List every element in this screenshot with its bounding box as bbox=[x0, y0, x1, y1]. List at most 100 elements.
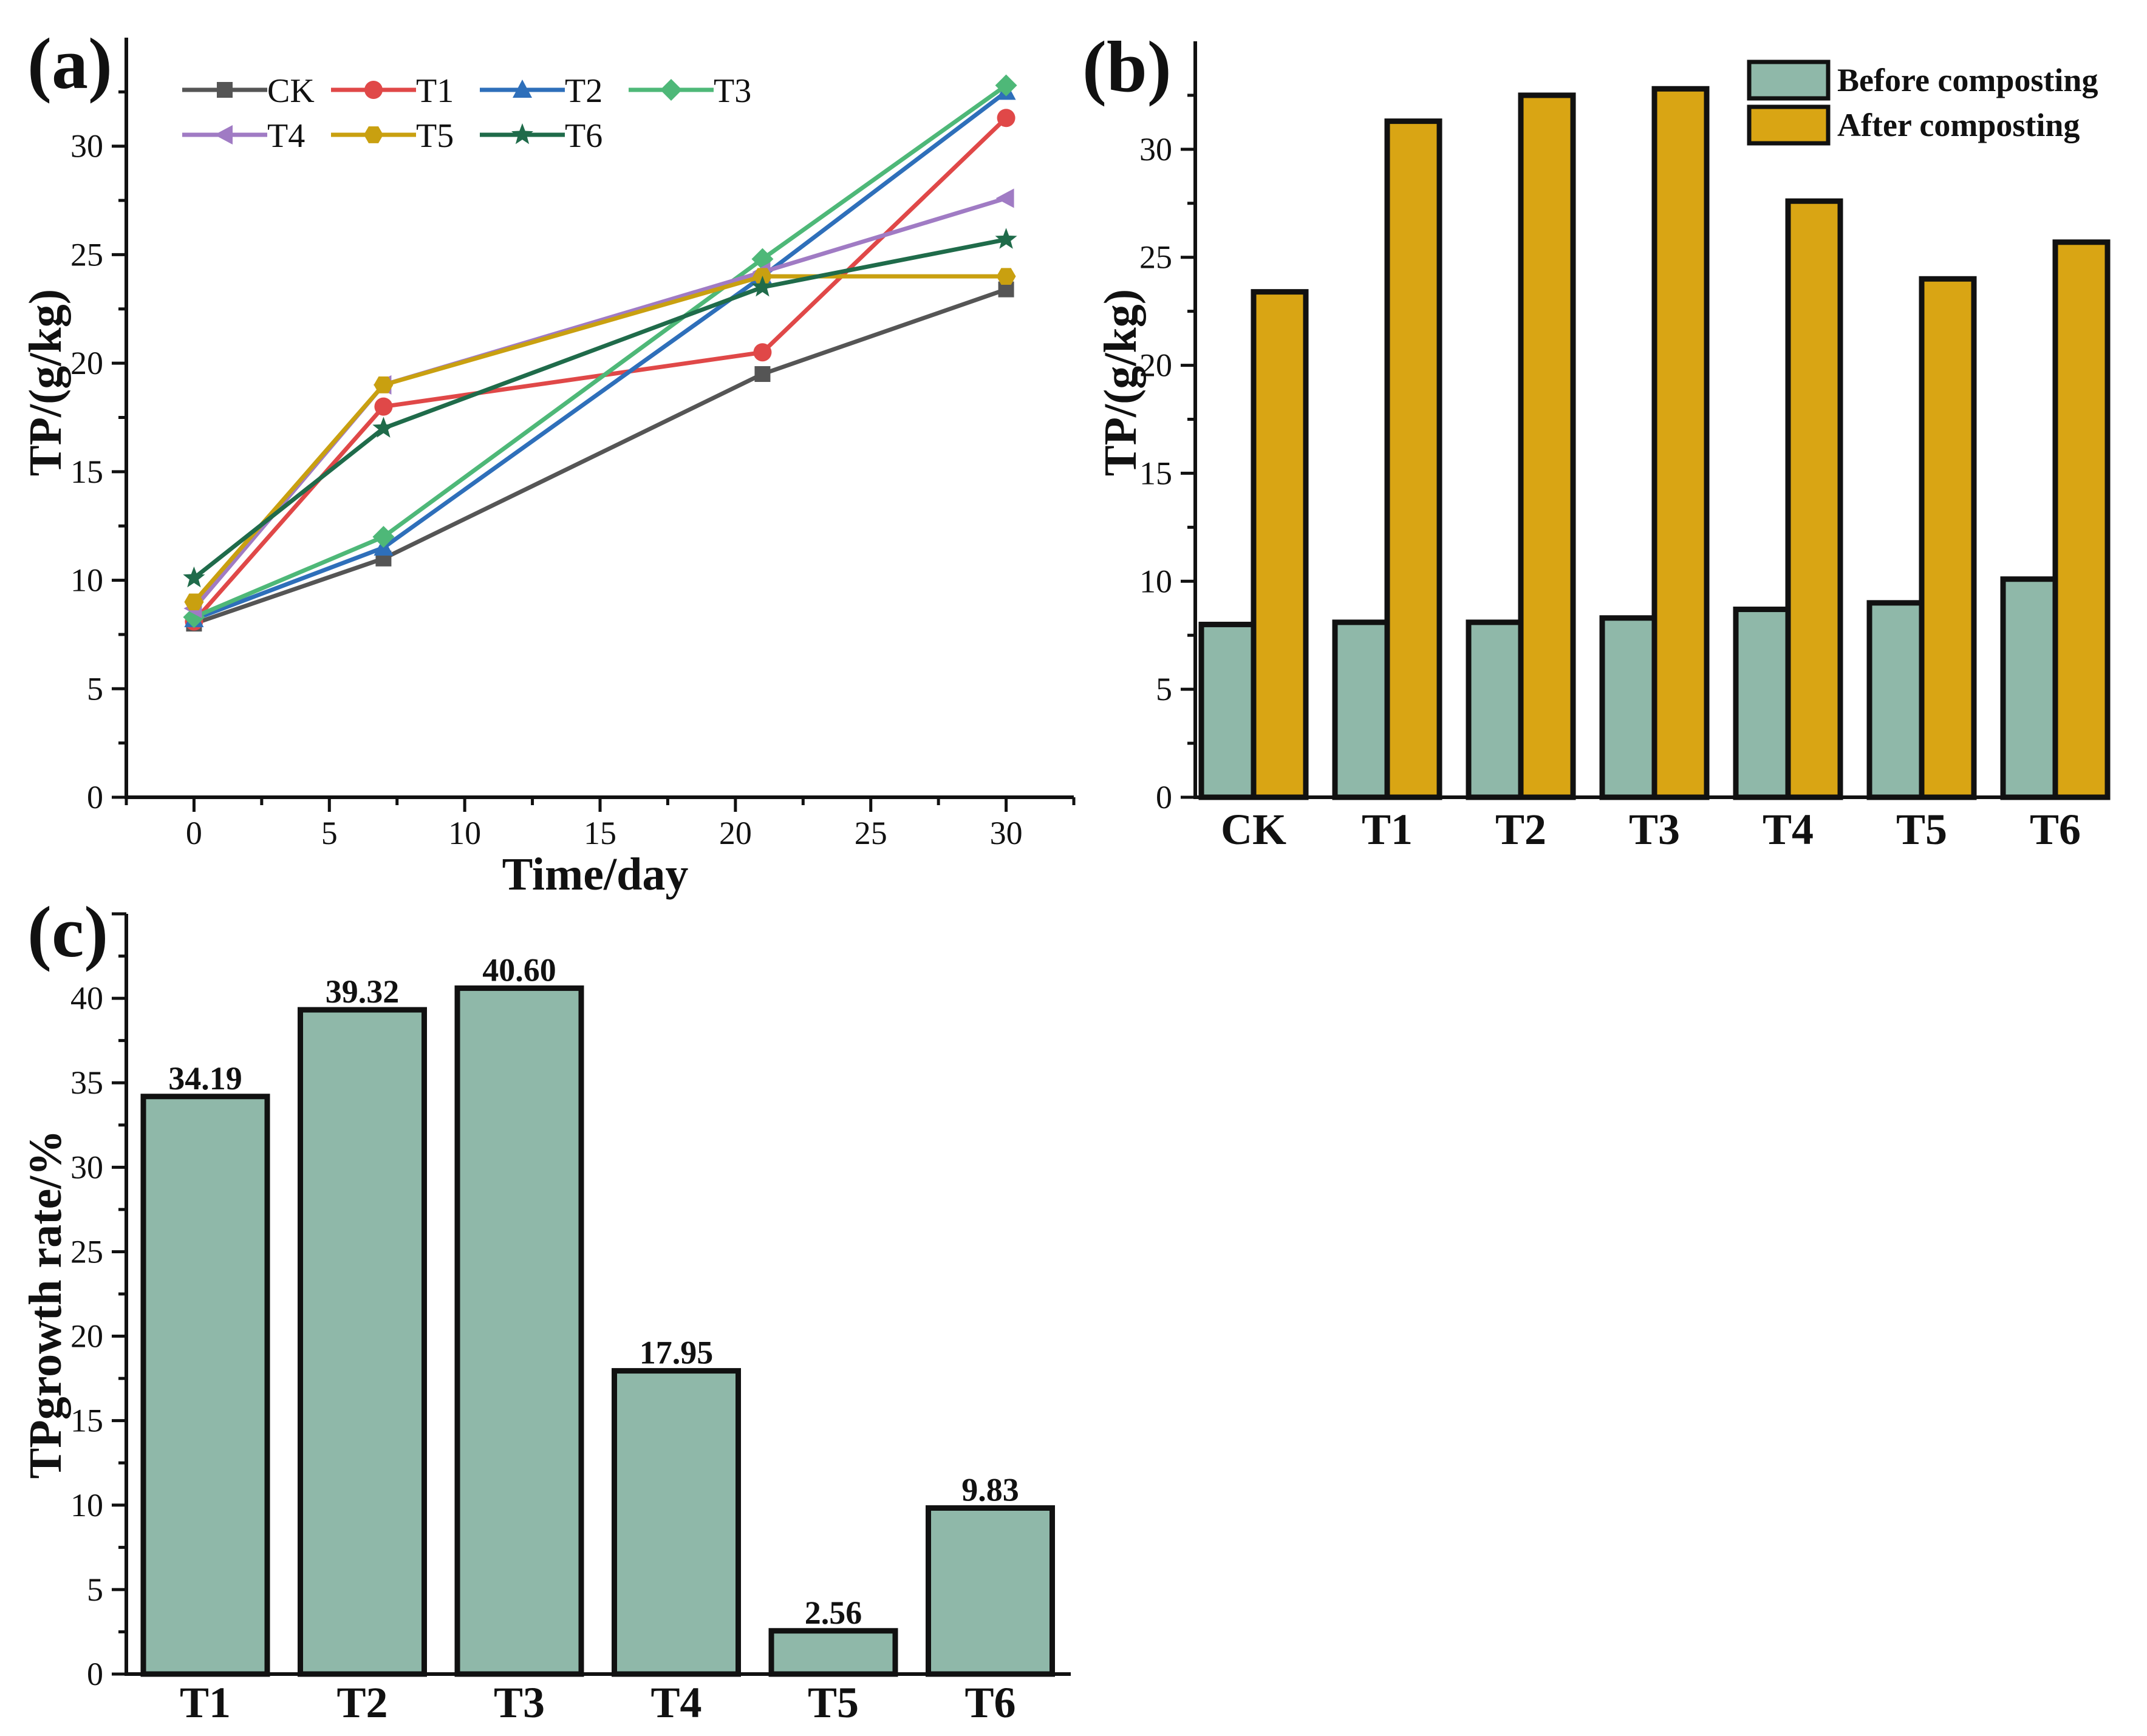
category-label-T6: T6 bbox=[964, 1678, 1015, 1727]
category-label-T3: T3 bbox=[494, 1678, 545, 1727]
legend-label: Before composting bbox=[1837, 62, 2098, 98]
data-label-T6: 9.83 bbox=[961, 1472, 1019, 1508]
panel-b-y-tick-label: 20 bbox=[1139, 347, 1172, 384]
panel-a-label: (a) bbox=[27, 23, 112, 104]
panel-c-bar-chart: (c) 0 5 10 15 20 25 30 35 40 TPgrowth rate/% 34.… bbox=[20, 891, 1071, 1727]
panel-c-y-tick-label: 10 bbox=[70, 1487, 103, 1523]
legend-label: After composting bbox=[1837, 107, 2080, 143]
panel-a-y-tick-label: 25 bbox=[70, 236, 103, 273]
panel-c-y-tick-label: 40 bbox=[70, 980, 103, 1016]
data-label-T3: 40.60 bbox=[482, 951, 556, 988]
panel-c-category-labels: T1 T2 T3 T4 T5 T6 bbox=[180, 1678, 1016, 1727]
panel-b-y-tick-label: 15 bbox=[1139, 455, 1172, 491]
category-label-T2: T2 bbox=[336, 1678, 387, 1727]
bar-after-T5 bbox=[1919, 276, 1977, 800]
panel-c-y-tick-label: 5 bbox=[87, 1571, 103, 1608]
panel-c-y-tick-label: 0 bbox=[87, 1656, 103, 1692]
data-label-T2: 39.32 bbox=[326, 973, 400, 1010]
panel-b-bars bbox=[1198, 86, 2111, 800]
bar-growth-T1 bbox=[140, 1094, 270, 1677]
panel-c-bars: 34.19 39.32 40.60 17.95 2.56 9.83 bbox=[140, 951, 1055, 1677]
legend-item-T2: T2 bbox=[480, 72, 602, 110]
bar-before-CK bbox=[1198, 621, 1257, 800]
data-point-T3 bbox=[372, 526, 395, 548]
series-line-T2 bbox=[193, 90, 1008, 622]
panel-b-category-labels: CK T1 T2 T3 T4 T5 T6 bbox=[1221, 805, 2081, 854]
legend-marker bbox=[511, 123, 534, 145]
category-label-CK: CK bbox=[1221, 805, 1286, 854]
panel-c-y-tick-label: 20 bbox=[70, 1318, 103, 1355]
panel-b-y-tick-label: 0 bbox=[1156, 779, 1172, 815]
data-point-T1 bbox=[374, 397, 393, 416]
panel-a-legend: CK T1 T2 T3 T4 T5 T6 bbox=[182, 72, 751, 155]
legend-item-before: Before composting bbox=[1747, 60, 2098, 101]
legend-marker bbox=[214, 125, 233, 145]
panel-b-legend: Before composting After composting bbox=[1747, 60, 2098, 146]
legend-marker bbox=[364, 81, 383, 99]
legend-marker bbox=[364, 126, 383, 143]
series-line-T6 bbox=[193, 237, 1007, 580]
bar-before-T5 bbox=[1866, 600, 1925, 800]
bar-growth-T2 bbox=[298, 1007, 427, 1677]
bar-after-T1 bbox=[1384, 118, 1442, 800]
panel-a-x-tick-label: 30 bbox=[990, 815, 1023, 851]
panel-a-y-axis-title: TP/(g/kg) bbox=[20, 289, 71, 476]
series-line-T1 bbox=[192, 116, 1008, 623]
panel-b-y-tick-label: 5 bbox=[1156, 671, 1172, 707]
data-point-T5 bbox=[996, 268, 1016, 285]
data-point-T5 bbox=[374, 376, 394, 393]
legend-item-after: After composting bbox=[1747, 104, 2080, 146]
panel-a-y-tick-label: 20 bbox=[70, 345, 103, 381]
panel-a-x-tick-label: 20 bbox=[719, 815, 752, 851]
panel-a-x-tick-label: 25 bbox=[855, 815, 887, 851]
legend-label: T4 bbox=[267, 117, 305, 155]
panel-c-y-tick-label: 35 bbox=[70, 1064, 103, 1101]
bar-growth-T3 bbox=[454, 985, 584, 1677]
bar-before-T2 bbox=[1466, 619, 1524, 800]
panel-b-y-tick-label: 30 bbox=[1139, 131, 1172, 168]
series-line-T4 bbox=[192, 196, 1007, 610]
bar-before-T1 bbox=[1332, 619, 1390, 800]
panel-b-y-tick-label: 25 bbox=[1139, 239, 1172, 276]
data-point-T1 bbox=[997, 109, 1015, 128]
legend-label: CK bbox=[267, 72, 315, 110]
panel-b-y-ticks: 0 5 10 15 20 25 30 bbox=[1139, 94, 1195, 815]
bar-before-T4 bbox=[1733, 607, 1791, 800]
data-point-T6 bbox=[372, 417, 395, 438]
legend-item-T1: T1 bbox=[331, 72, 454, 110]
bar-after-T4 bbox=[1785, 198, 1843, 800]
legend-swatch bbox=[1747, 60, 1831, 101]
bar-after-T3 bbox=[1651, 86, 1710, 800]
category-label-T4: T4 bbox=[650, 1678, 701, 1727]
panel-a-x-axis-title: Time/day bbox=[502, 849, 689, 900]
category-label-T3: T3 bbox=[1629, 805, 1680, 854]
legend-label: T5 bbox=[416, 117, 454, 155]
series-line-CK bbox=[193, 287, 1007, 626]
legend-marker bbox=[660, 79, 682, 101]
legend-marker bbox=[217, 82, 233, 98]
panel-b-label: (b) bbox=[1082, 26, 1172, 107]
category-label-T1: T1 bbox=[1362, 805, 1413, 854]
category-label-T5: T5 bbox=[1896, 805, 1947, 854]
panel-c-y-tick-label: 30 bbox=[70, 1149, 103, 1185]
panel-b-bar-chart: (b) 0 5 10 15 20 25 30 TP/(g/kg) CK T1 T2 T3 T4 T5 T… bbox=[1082, 26, 2111, 854]
bar-growth-T4 bbox=[612, 1368, 741, 1677]
bar-growth-T5 bbox=[768, 1628, 898, 1677]
panel-a-series-lines bbox=[183, 74, 1017, 632]
series-line-T5 bbox=[192, 274, 1006, 604]
category-label-T6: T6 bbox=[2030, 805, 2081, 854]
bar-before-T3 bbox=[1599, 615, 1657, 800]
panel-a-y-tick-label: 30 bbox=[70, 128, 103, 165]
data-point-T4 bbox=[995, 188, 1014, 208]
legend-item-T3: T3 bbox=[629, 72, 751, 110]
legend-swatch bbox=[1747, 104, 1831, 146]
series-line-T3 bbox=[193, 83, 1008, 619]
data-label-T1: 34.19 bbox=[168, 1060, 242, 1097]
category-label-T2: T2 bbox=[1495, 805, 1546, 854]
legend-item-T6: T6 bbox=[480, 117, 602, 155]
panel-a-x-ticks: 0 5 10 15 20 25 30 bbox=[125, 797, 1076, 851]
panel-a-x-tick-label: 10 bbox=[448, 815, 481, 851]
panel-c-y-axis-title: TPgrowth rate/% bbox=[20, 1130, 71, 1479]
data-label-T5: 2.56 bbox=[805, 1595, 862, 1631]
